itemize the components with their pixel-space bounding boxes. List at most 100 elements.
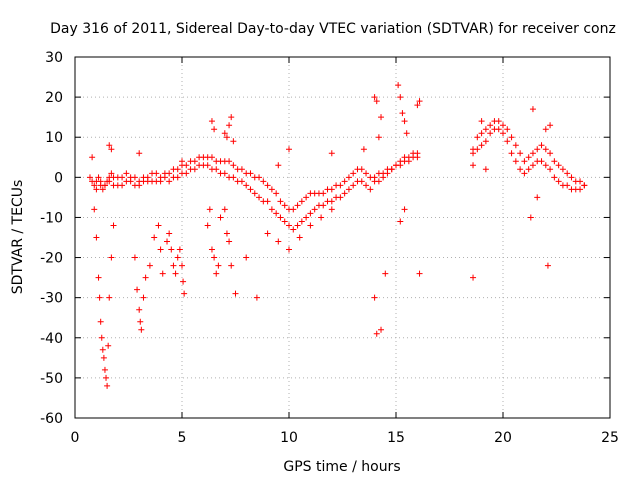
data-point <box>564 182 571 189</box>
data-point <box>161 174 168 181</box>
data-point <box>204 222 211 229</box>
data-point <box>363 182 370 189</box>
data-point <box>256 194 263 201</box>
data-point <box>521 158 528 165</box>
data-point <box>93 186 100 193</box>
data-point <box>337 194 344 201</box>
data-point <box>527 214 534 221</box>
data-point <box>273 210 280 217</box>
data-point <box>478 118 485 125</box>
data-point <box>487 122 494 129</box>
data-point <box>89 154 96 161</box>
data-point <box>123 170 130 177</box>
y-tick-label: 20 <box>45 90 63 106</box>
data-point <box>164 238 171 245</box>
x-tick-label: 0 <box>71 430 80 446</box>
y-tick-label: 10 <box>45 130 63 146</box>
data-point <box>157 246 164 253</box>
data-point <box>91 182 98 189</box>
data-point <box>140 294 147 301</box>
data-point <box>232 290 239 297</box>
data-point <box>268 206 275 213</box>
data-point <box>204 162 211 169</box>
data-point <box>99 346 106 353</box>
data-point <box>228 262 235 269</box>
data-point <box>230 174 237 181</box>
data-point <box>183 170 190 177</box>
data-point <box>151 234 158 241</box>
data-point <box>307 222 314 229</box>
y-tick-label: -10 <box>40 210 63 226</box>
data-point <box>211 126 218 133</box>
data-point <box>95 274 102 281</box>
data-point <box>517 166 524 173</box>
data-point <box>482 126 489 133</box>
data-point <box>153 170 160 177</box>
data-point <box>136 306 143 313</box>
data-point <box>211 254 218 261</box>
data-point <box>174 254 181 261</box>
data-point <box>101 182 108 189</box>
data-point <box>397 218 404 225</box>
data-point <box>273 190 280 197</box>
data-point <box>103 374 110 381</box>
data-point <box>328 150 335 157</box>
x-tick-label: 15 <box>387 430 405 446</box>
data-point <box>478 142 485 149</box>
data-point <box>384 170 391 177</box>
data-point <box>337 182 344 189</box>
data-point <box>482 166 489 173</box>
data-point <box>388 166 395 173</box>
data-point <box>358 166 365 173</box>
data-point <box>179 158 185 165</box>
data-point <box>529 106 536 113</box>
data-point <box>414 154 421 161</box>
data-point <box>215 262 222 269</box>
data-point <box>108 254 115 261</box>
data-point <box>105 342 112 349</box>
data-point <box>106 142 113 149</box>
data-point <box>529 150 536 157</box>
data-point <box>551 174 558 181</box>
data-point <box>131 174 138 181</box>
data-point <box>538 158 545 165</box>
series-sdtvar-lower <box>89 126 588 233</box>
data-point <box>221 170 228 177</box>
data-point <box>397 94 404 101</box>
data-point <box>275 238 282 245</box>
data-point <box>146 262 153 269</box>
data-point <box>166 178 173 185</box>
data-point <box>176 246 183 253</box>
data-point <box>474 134 481 141</box>
data-point <box>251 190 258 197</box>
data-point <box>363 170 370 177</box>
y-tick-label: 0 <box>54 170 63 186</box>
data-point <box>253 294 260 301</box>
data-point <box>382 270 389 277</box>
data-point <box>93 234 100 241</box>
data-point <box>97 318 104 325</box>
data-point <box>170 262 177 269</box>
data-point <box>568 174 575 181</box>
data-point <box>106 294 113 301</box>
data-point <box>500 130 506 137</box>
data-point <box>358 178 365 185</box>
x-tick-label: 25 <box>601 430 619 446</box>
data-point <box>99 186 106 193</box>
data-point <box>96 294 103 301</box>
data-point <box>341 178 348 185</box>
data-point <box>559 166 566 173</box>
data-point <box>577 186 584 193</box>
data-point <box>495 118 502 125</box>
data-point <box>104 382 111 389</box>
data-point <box>243 182 250 189</box>
data-point <box>281 202 288 209</box>
data-point <box>542 146 549 153</box>
data-point <box>577 178 584 185</box>
data-point <box>134 286 141 293</box>
data-point <box>318 214 325 221</box>
grid <box>75 57 610 418</box>
data-point <box>226 158 233 165</box>
data-point <box>328 186 335 193</box>
data-point <box>397 162 404 169</box>
